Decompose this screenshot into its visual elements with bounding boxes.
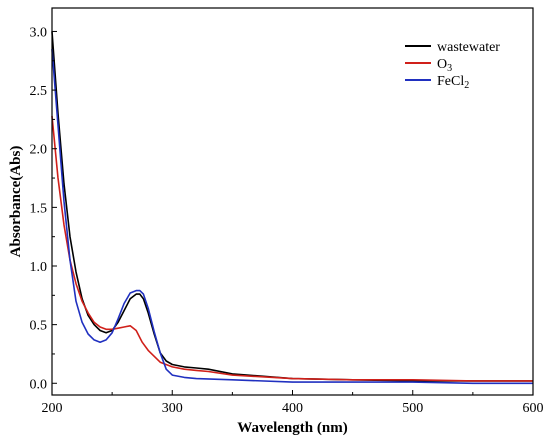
x-axis-title: Wavelength (nm) [237,420,347,436]
y-tick-label: 1.5 [30,201,48,216]
y-tick-label: 2.0 [30,143,48,158]
legend-label: O3 [437,57,452,74]
x-tick-label: 200 [42,401,63,416]
x-tick-label: 300 [162,401,183,416]
series-line-fecl2 [51,48,533,385]
y-tick-label: 1.0 [30,260,48,275]
x-tick-label: 400 [282,401,303,416]
y-tick-label: 0.5 [30,319,48,334]
legend-label: FeCl2 [437,74,469,91]
series-line-o3 [51,115,533,382]
x-tick-label: 500 [402,401,423,416]
x-tick-label: 600 [523,401,544,416]
y-tick-label: 2.5 [30,84,48,99]
series-lines [51,31,533,385]
y-tick-label: 0.0 [30,377,48,392]
y-axis-title: Absorbance(Abs) [8,146,24,258]
y-tick-label: 3.0 [30,25,48,40]
legend-label: wastewater [437,40,500,55]
axis-ticks: 200 300 400 500 600 0.0 0.5 1.0 1.5 2.0 2.5 3.0 [30,25,544,416]
